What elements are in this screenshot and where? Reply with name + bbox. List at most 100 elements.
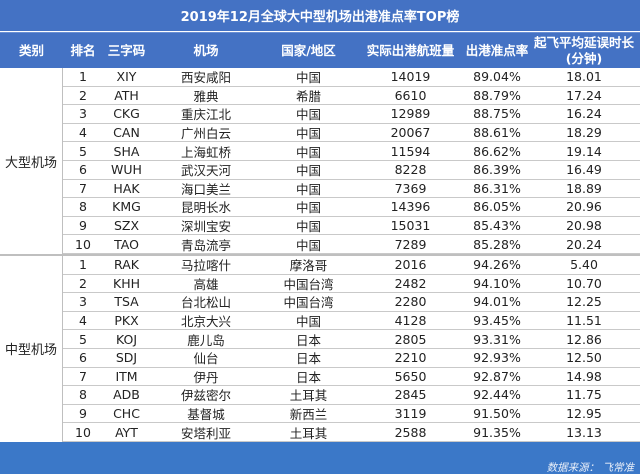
avg-delay-cell: 18.89 (566, 180, 602, 196)
airport-cell: 北京大兴 (180, 314, 231, 330)
table-row: 5 KOJ 鹿儿岛 日本 2805 93.31% 12.86 (63, 330, 640, 349)
flights-cell: 3119 (394, 405, 427, 421)
avg-delay-cell: 20.24 (566, 236, 602, 252)
airport-cell: 重庆江北 (180, 107, 231, 123)
group-label: 中型机场 (0, 255, 63, 442)
rank-cell: 6 (79, 162, 87, 178)
code-cell: ADB (113, 387, 140, 403)
flights-cell: 7289 (394, 236, 427, 252)
code-cell: CKG (113, 106, 140, 122)
on-time-rate-cell: 92.93% (473, 350, 521, 366)
on-time-rate-cell: 86.31% (473, 180, 521, 196)
column-header-row: 类别 排名 三字码 机场 国家/地区 实际出港航班量 出港准点率 起飞平均延误时… (0, 32, 640, 68)
code-cell: XIY (116, 69, 137, 85)
airport-cell: 高雄 (193, 276, 219, 292)
airport-cell: 雅典 (193, 88, 219, 104)
country-cell: 中国 (295, 200, 321, 216)
code-cell: TAO (114, 236, 139, 252)
flights-cell: 15031 (390, 218, 431, 234)
on-time-rate-cell: 85.43% (473, 218, 521, 234)
on-time-rate-cell: 85.28% (473, 236, 521, 252)
country-cell: 中国 (295, 144, 321, 160)
table-row: 9 SZX 深圳宝安 中国 15031 85.43% 20.98 (63, 217, 640, 236)
rank-cell: 6 (79, 350, 87, 366)
table-row: 5 SHA 上海虹桥 中国 11594 86.62% 19.14 (63, 142, 640, 161)
rank-cell: 8 (79, 387, 87, 403)
flights-cell: 2280 (394, 294, 427, 310)
code-cell: KHH (113, 275, 140, 291)
code-cell: SHA (113, 143, 140, 159)
code-cell: PKX (114, 313, 139, 329)
rank-cell: 2 (79, 87, 87, 103)
avg-delay-cell: 14.98 (566, 368, 602, 384)
on-time-rate-cell: 86.05% (473, 199, 521, 215)
airport-cell: 伊丹 (193, 369, 219, 385)
avg-delay-cell: 13.13 (566, 424, 602, 440)
footer-bar: 数据来源： 飞常准 (0, 442, 640, 474)
avg-delay-cell: 12.95 (566, 405, 602, 421)
table-body: 大型机场 1 XIY 西安咸阳 中国 14019 89.04% 18.01 2 ATH 雅典 希腊 6… (0, 68, 640, 442)
on-time-rate-cell: 94.10% (473, 275, 521, 291)
flights-cell: 12989 (390, 106, 431, 122)
table-row: 10 TAO 青岛流亭 中国 7289 85.28% 20.24 (63, 235, 640, 254)
header-code: 三字码 (107, 43, 146, 58)
table-row: 6 SDJ 仙台 日本 2210 92.93% 12.50 (63, 349, 640, 368)
rank-cell: 3 (79, 106, 87, 122)
avg-delay-cell: 16.24 (566, 106, 602, 122)
on-time-rate-cell: 89.04% (473, 69, 521, 85)
code-cell: WUH (111, 162, 142, 178)
country-cell: 中国 (295, 181, 321, 197)
table-row: 2 ATH 雅典 希腊 6610 88.79% 17.24 (63, 87, 640, 106)
header-avg-delay-line1: 起飞平均延误时长 (533, 35, 634, 50)
airport-cell: 上海虹桥 (180, 144, 231, 160)
flights-cell: 2805 (394, 331, 427, 347)
table-row: 8 KMG 昆明长水 中国 14396 86.05% 20.96 (63, 198, 640, 217)
rank-cell: 8 (79, 199, 87, 215)
country-cell: 新西兰 (289, 406, 328, 422)
avg-delay-cell: 12.86 (566, 331, 602, 347)
country-cell: 中国 (295, 314, 321, 330)
flights-cell: 8228 (394, 162, 427, 178)
flights-cell: 2210 (394, 350, 427, 366)
airport-cell: 鹿儿岛 (187, 332, 225, 348)
code-cell: TSA (114, 294, 139, 310)
flights-cell: 20067 (390, 125, 431, 141)
country-cell: 希腊 (295, 88, 321, 104)
table-row: 8 ADB 伊兹密尔 土耳其 2845 92.44% 11.75 (63, 386, 640, 405)
rank-cell: 9 (79, 218, 87, 234)
rank-cell: 4 (79, 313, 87, 329)
table-row: 7 HAK 海口美兰 中国 7369 86.31% 18.89 (63, 180, 640, 199)
header-avg-delay: 起飞平均延误时长 (分钟) (528, 33, 640, 69)
code-cell: KMG (112, 199, 141, 215)
table-row: 7 ITM 伊丹 日本 5650 92.87% 14.98 (63, 368, 640, 387)
flights-cell: 4128 (394, 313, 427, 329)
country-cell: 日本 (295, 351, 321, 367)
header-country: 国家/地区 (281, 43, 336, 58)
airport-cell: 西安咸阳 (180, 70, 231, 86)
header-category: 类别 (18, 43, 44, 58)
avg-delay-cell: 11.51 (566, 313, 602, 329)
rank-cell: 5 (79, 331, 87, 347)
country-cell: 中国 (295, 70, 321, 86)
airport-cell: 青岛流亭 (180, 237, 231, 253)
table-row: 10 AYT 安塔利亚 土耳其 2588 91.35% 13.13 (63, 423, 640, 442)
code-cell: ATH (114, 87, 139, 103)
code-cell: HAK (113, 180, 140, 196)
rank-cell: 4 (79, 125, 87, 141)
rank-cell: 10 (75, 236, 91, 252)
group-divider (0, 253, 640, 256)
rank-cell: 1 (79, 69, 87, 85)
on-time-rate-cell: 88.75% (473, 106, 521, 122)
table-row: 3 TSA 台北松山 中国台湾 2280 94.01% 12.25 (63, 293, 640, 312)
table-row: 2 KHH 高雄 中国台湾 2482 94.10% 10.70 (63, 275, 640, 294)
country-cell: 中国 (295, 126, 321, 142)
country-cell: 日本 (295, 332, 321, 348)
code-cell: AYT (115, 424, 138, 440)
rank-cell: 3 (79, 294, 87, 310)
avg-delay-cell: 19.14 (566, 143, 602, 159)
on-time-rate-cell: 92.87% (473, 368, 521, 384)
table-row: 6 WUH 武汉天河 中国 8228 86.39% 16.49 (63, 161, 640, 180)
group-large-airports: 大型机场 1 XIY 西安咸阳 中国 14019 89.04% 18.01 2 ATH 雅典 希腊 6… (0, 68, 640, 254)
flights-cell: 5650 (394, 368, 427, 384)
country-cell: 中国 (295, 163, 321, 179)
